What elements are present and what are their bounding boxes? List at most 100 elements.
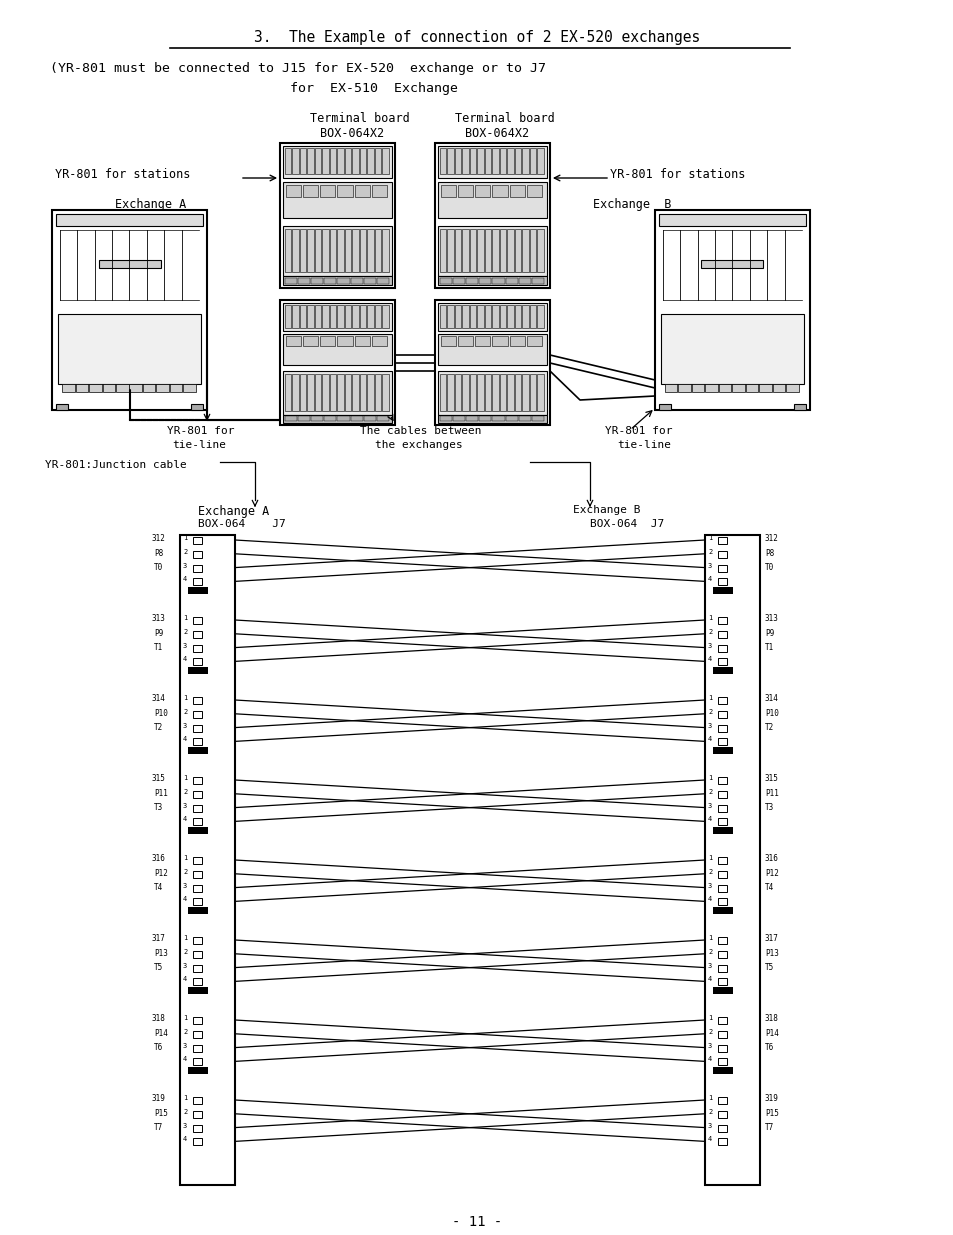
Bar [89, 384, 101, 391]
Bar [718, 711, 726, 718]
Text: 2: 2 [183, 948, 187, 955]
Bar [477, 305, 483, 327]
Bar [303, 336, 318, 346]
Bar [492, 148, 498, 174]
Bar [437, 333, 546, 366]
Bar [499, 228, 506, 272]
Bar [193, 1045, 202, 1051]
Bar [330, 374, 336, 411]
Bar [283, 182, 392, 219]
Bar [314, 305, 321, 327]
Bar [283, 372, 392, 415]
Bar [56, 214, 203, 226]
Text: 1: 1 [707, 776, 712, 781]
Bar [193, 804, 202, 811]
Bar [470, 374, 476, 411]
Bar [322, 305, 329, 327]
Bar [691, 384, 703, 391]
Text: P8: P8 [764, 548, 774, 558]
Bar [522, 148, 529, 174]
Text: 1: 1 [707, 1015, 712, 1021]
Bar [307, 374, 314, 411]
Bar [367, 148, 374, 174]
Bar [183, 384, 195, 391]
Bar [280, 143, 395, 288]
Bar [352, 148, 358, 174]
Bar [518, 278, 530, 284]
Bar [492, 336, 507, 346]
Bar [515, 305, 521, 327]
Text: 4: 4 [183, 736, 187, 742]
Text: P10: P10 [764, 709, 778, 718]
Text: 1: 1 [183, 695, 187, 701]
Text: T7: T7 [153, 1123, 163, 1131]
Bar [718, 645, 726, 652]
Bar [337, 148, 344, 174]
Bar [283, 146, 392, 178]
Bar [314, 374, 321, 411]
Bar [532, 416, 543, 421]
Bar [375, 148, 381, 174]
Bar [285, 148, 292, 174]
Bar [193, 645, 202, 652]
Bar [193, 937, 202, 944]
Bar [345, 228, 351, 272]
Bar [759, 384, 771, 391]
Bar [712, 987, 732, 994]
Bar [437, 372, 546, 415]
Bar [102, 384, 115, 391]
Text: 3: 3 [707, 883, 712, 889]
Text: 313: 313 [152, 614, 166, 622]
Text: 4: 4 [707, 577, 712, 583]
Text: 1: 1 [183, 1095, 187, 1100]
Bar [435, 300, 550, 425]
Bar [718, 965, 726, 972]
Bar [718, 777, 726, 784]
Bar [470, 228, 476, 272]
Bar [299, 305, 306, 327]
Bar [193, 537, 202, 543]
Text: T1: T1 [764, 642, 774, 652]
Bar [363, 416, 375, 421]
Bar [285, 228, 292, 272]
Bar [193, 697, 202, 704]
Bar [509, 336, 524, 346]
Bar [130, 384, 142, 391]
Bar [718, 1031, 726, 1037]
Text: 312: 312 [764, 534, 778, 543]
Text: 1: 1 [707, 855, 712, 861]
Bar [367, 305, 374, 327]
Bar [718, 1016, 726, 1024]
Bar [664, 384, 677, 391]
Bar [170, 384, 182, 391]
Text: 2: 2 [183, 789, 187, 795]
Bar [382, 228, 389, 272]
Text: P11: P11 [764, 789, 778, 798]
Bar [351, 278, 362, 284]
Bar [188, 1067, 208, 1074]
Bar [655, 210, 809, 410]
Text: 3.  The Example of connection of 2 EX-520 exchanges: 3. The Example of connection of 2 EX-520… [253, 30, 700, 44]
Bar [537, 374, 543, 411]
Bar [337, 336, 353, 346]
Bar [193, 898, 202, 905]
Bar [311, 278, 323, 284]
Bar [435, 143, 550, 288]
Text: the exchanges: the exchanges [375, 440, 462, 450]
Text: P14: P14 [764, 1029, 778, 1037]
Bar [180, 535, 234, 1186]
Bar [437, 146, 546, 178]
Bar [718, 551, 726, 558]
Text: T4: T4 [153, 883, 163, 892]
Bar [477, 228, 483, 272]
Text: 2: 2 [707, 1029, 712, 1035]
Text: 2: 2 [707, 868, 712, 874]
Bar [718, 937, 726, 944]
Text: 319: 319 [764, 1094, 778, 1103]
Text: T2: T2 [764, 722, 774, 731]
Bar [285, 305, 292, 327]
Bar [299, 148, 306, 174]
Bar [311, 416, 323, 421]
Bar [285, 278, 296, 284]
Bar [718, 804, 726, 811]
